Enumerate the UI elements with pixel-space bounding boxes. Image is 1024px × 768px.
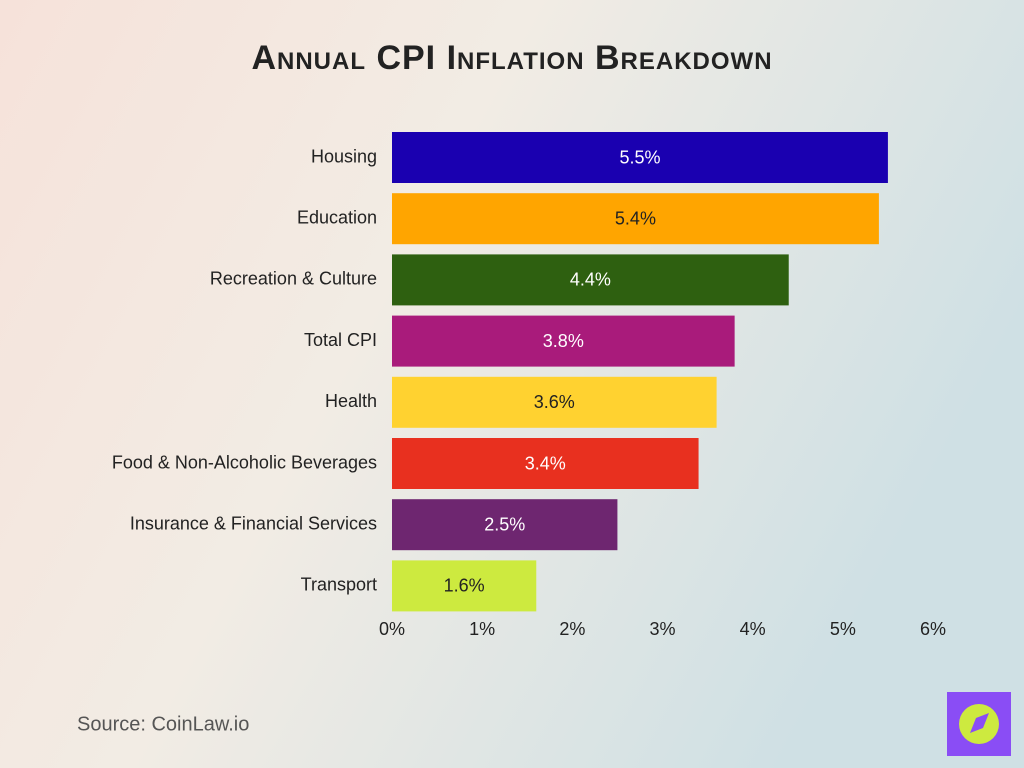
x-tick-label: 5% [830, 619, 856, 639]
value-label: 3.6% [534, 392, 575, 412]
y-tick-label: Health [325, 391, 377, 411]
bar [392, 438, 699, 489]
value-label: 5.5% [619, 147, 660, 167]
y-tick-label: Recreation & Culture [210, 269, 377, 289]
value-label: 1.6% [444, 576, 485, 596]
y-tick-label: Transport [301, 575, 377, 595]
bar [392, 499, 618, 551]
value-label: 5.4% [615, 208, 656, 228]
source: Source: CoinLaw.io [77, 713, 249, 735]
value-label: 2.5% [484, 514, 525, 534]
x-tick-label: 2% [559, 619, 585, 639]
bar [392, 560, 537, 612]
y-tick-label: Insurance & Financial Services [130, 513, 377, 533]
bar [392, 376, 717, 428]
bar [392, 315, 735, 367]
logo [947, 692, 1011, 756]
bar [392, 254, 789, 306]
bar [392, 132, 888, 183]
value-label: 3.8% [543, 331, 584, 351]
bar [392, 193, 879, 245]
x-tick-label: 6% [920, 619, 946, 639]
y-tick-label: Education [297, 207, 377, 227]
y-tick-label: Total CPI [304, 330, 377, 350]
x-tick-label: 0% [379, 619, 405, 639]
chart-title: Annual CPI Inflation Breakdown [251, 39, 772, 77]
x-tick-label: 1% [469, 619, 495, 639]
y-tick-label: Housing [311, 146, 377, 166]
x-tick-label: 4% [740, 619, 766, 639]
y-tick-label: Food & Non-Alcoholic Beverages [112, 452, 377, 472]
value-label: 3.4% [525, 453, 566, 473]
value-label: 4.4% [570, 270, 611, 290]
x-tick-label: 3% [649, 619, 675, 639]
